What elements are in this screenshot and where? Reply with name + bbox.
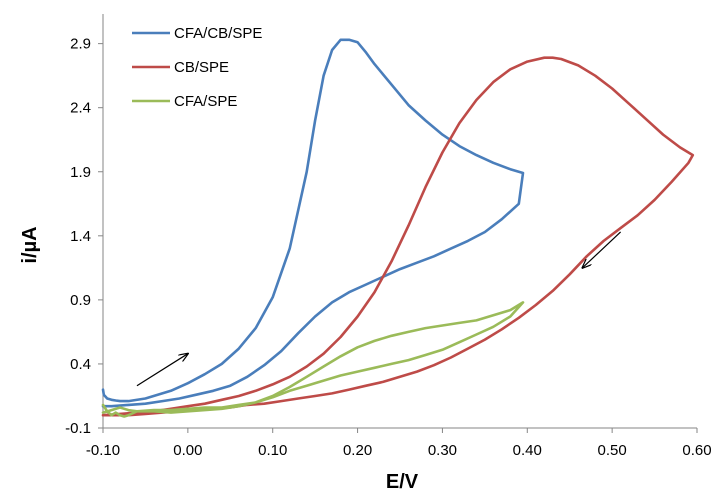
legend: CFA/CB/SPE CB/SPE CFA/SPE bbox=[132, 25, 262, 110]
y-axis-title: i/µA bbox=[19, 226, 41, 263]
y-tick-label: 2.4 bbox=[70, 100, 91, 117]
scan-direction-arrow-2 bbox=[582, 231, 622, 268]
y-tick-label: -0.1 bbox=[65, 420, 91, 437]
x-tick-label: -0.10 bbox=[86, 442, 120, 459]
y-tick-label: 0.9 bbox=[70, 292, 91, 309]
x-tick-label: 0.10 bbox=[258, 442, 287, 459]
axes: -0.1 0.4 0.9 1.4 1.9 2.4 2.9 -0.10 0.00 0.10 0.20 0… bbox=[65, 14, 712, 459]
legend-label-cb-spe: CB/SPE bbox=[174, 59, 229, 76]
y-tick-label: 1.9 bbox=[70, 164, 91, 181]
y-tick-label: 2.9 bbox=[70, 36, 91, 53]
x-tick-label: 0.40 bbox=[513, 442, 542, 459]
x-tick-label: 0.60 bbox=[682, 442, 711, 459]
series-line-cfa-spe bbox=[101, 301, 525, 418]
x-tick-label: 0.30 bbox=[428, 442, 457, 459]
legend-label-cfa-cb-spe: CFA/CB/SPE bbox=[174, 25, 262, 42]
x-tick-label: 0.20 bbox=[343, 442, 372, 459]
series-line-cfa-cb-spe bbox=[101, 38, 525, 408]
scan-direction-arrow-1 bbox=[136, 354, 188, 387]
y-tick-label: 0.4 bbox=[70, 356, 91, 373]
x-tick-label: 0.50 bbox=[598, 442, 627, 459]
y-tick-label: 1.4 bbox=[70, 228, 91, 245]
annotations bbox=[136, 231, 622, 387]
legend-label-cfa-spe: CFA/SPE bbox=[174, 93, 237, 110]
x-tick-label: 0.00 bbox=[173, 442, 202, 459]
plot-area bbox=[101, 38, 695, 418]
series-line-cb-spe bbox=[101, 56, 695, 417]
x-axis-title: E/V bbox=[386, 471, 419, 493]
